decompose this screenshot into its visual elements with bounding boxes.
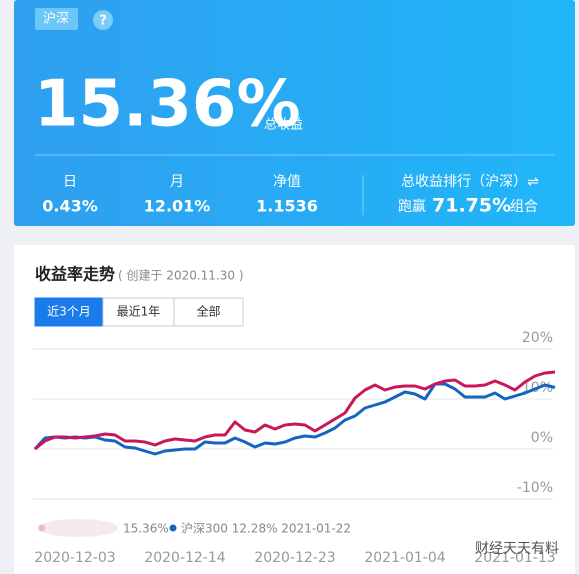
stat-value: 0.43% — [42, 197, 98, 216]
y-tick-label: 20% — [522, 330, 553, 346]
section-subtitle: ( 创建于 2020.11.30 ) — [118, 269, 244, 283]
help-icon[interactable] — [93, 10, 113, 30]
x-tick-label: 2020-12-03 — [34, 550, 115, 566]
stat-value: 1.1536 — [256, 197, 318, 216]
series-line — [33, 382, 556, 456]
legend-label: 15.36% — [123, 522, 169, 536]
legend-label: 沪深300 12.28% 2021-01-22 — [181, 522, 351, 536]
tab-label[interactable]: 最近1年 — [117, 305, 161, 319]
stat-value: 12.01% — [144, 197, 211, 216]
blurred-name — [38, 519, 118, 537]
tab-label[interactable]: 全部 — [196, 304, 220, 319]
help-text[interactable]: ? — [99, 14, 107, 29]
x-tick-label: 2020-12-14 — [144, 550, 225, 566]
rank-label[interactable]: 总收益排行（沪深）⇌ — [401, 174, 539, 190]
stat-label: 净值 — [273, 174, 301, 190]
y-tick-label: 0% — [531, 430, 553, 446]
legend-dot — [169, 524, 177, 532]
total-return: 15.36% — [34, 68, 301, 142]
stat-label: 日 — [63, 174, 77, 190]
rank-prefix: 跑赢 — [398, 198, 426, 215]
watermark: 财经天天有料 — [475, 541, 559, 557]
total-return-label: 总收益 — [264, 118, 303, 133]
summary-card — [14, 0, 575, 226]
x-tick-label: 2020-12-23 — [254, 550, 335, 566]
rank-suffix: 组合 — [510, 199, 538, 215]
section-title: 收益率走势 — [35, 265, 115, 284]
series-line — [34, 370, 556, 451]
rank-value: 71.75% — [432, 195, 511, 217]
tab[interactable] — [173, 297, 244, 327]
tag[interactable]: 沪深 — [43, 11, 69, 27]
stat-label: 月 — [170, 174, 184, 190]
x-tick-label: 2021-01-13 — [474, 550, 555, 566]
tab[interactable] — [102, 297, 175, 327]
x-tick-label: 2021-01-04 — [364, 550, 445, 566]
tag-box[interactable] — [35, 8, 78, 30]
y-tick-label: -10% — [517, 480, 553, 496]
tab-label[interactable]: 近3个月 — [47, 305, 91, 319]
